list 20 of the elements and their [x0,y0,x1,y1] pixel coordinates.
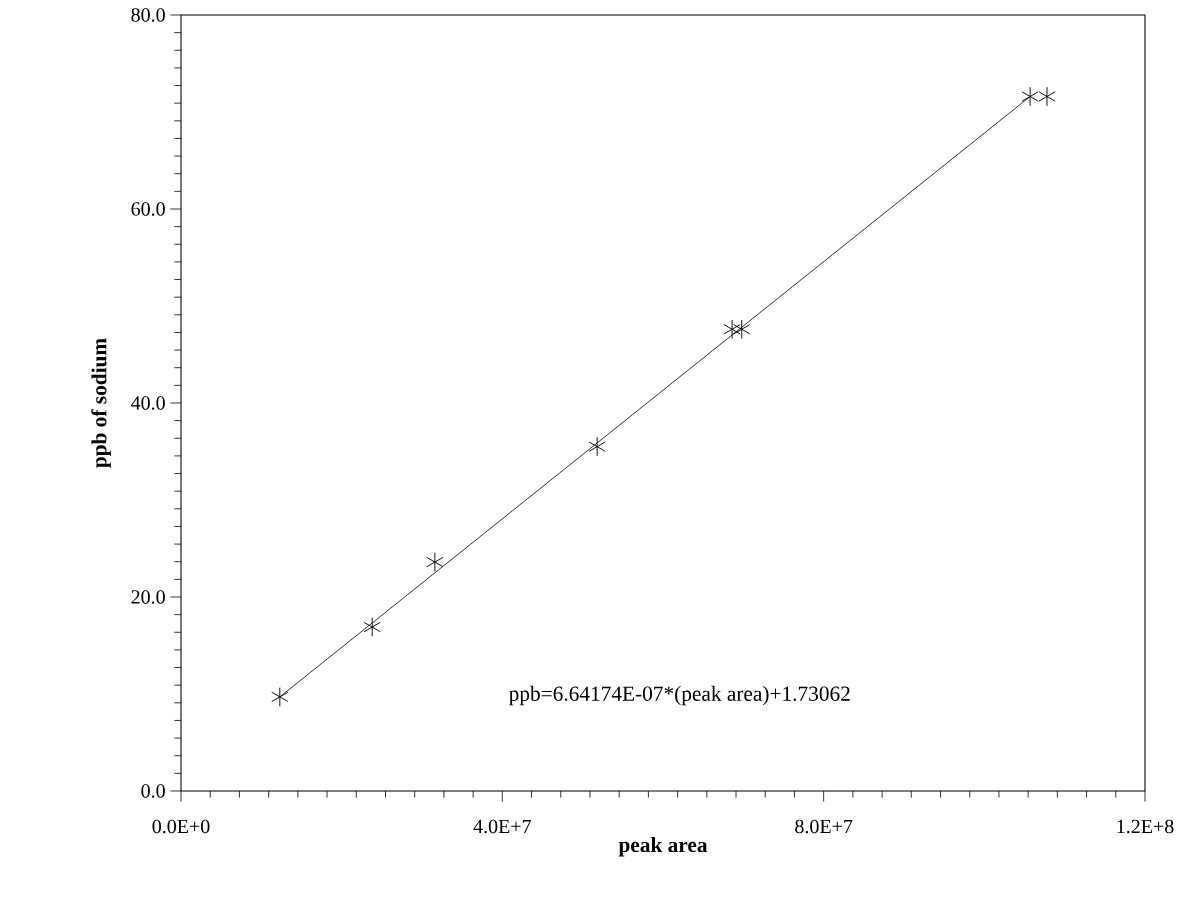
y-tick-label: 80.0 [131,8,165,22]
point [426,552,444,572]
point [588,436,606,457]
x-tick-label: 8.0E+7 [795,819,853,834]
point [1038,86,1056,107]
x-tick-label: 0.0E+0 [152,819,210,834]
point [723,319,741,340]
y-tick-label: 20.0 [131,590,165,604]
y-tick-label: 40.0 [131,396,165,410]
y-tick-label: 0.0 [141,784,165,798]
y-tick-label: 60.0 [131,202,165,216]
x-tick-label: 4.0E+7 [473,819,531,834]
point [1021,86,1039,107]
x-tick-label: 1.2E+8 [1117,819,1174,834]
annotation: ppb=6.64174E-07*(peak area)+1.73062 [509,685,850,706]
point [733,319,751,340]
y-axis-title: ppb of sodium [91,338,111,468]
x-axis-title: peak area [618,837,708,857]
point [363,617,381,637]
point [271,687,289,707]
